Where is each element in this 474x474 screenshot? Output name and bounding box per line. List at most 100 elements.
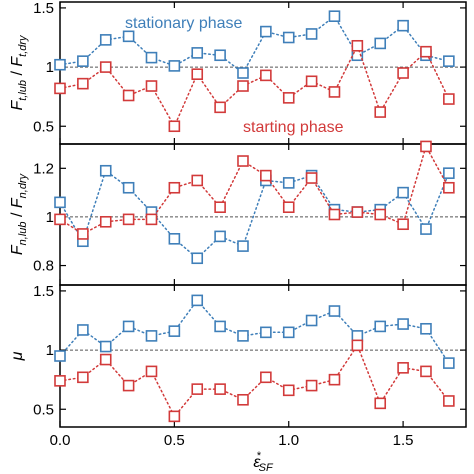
data-point-starting: [214, 201, 226, 214]
data-point-stationary: [77, 324, 89, 336]
x-axis-label: ε* SF: [253, 450, 274, 474]
data-point-stationary: [237, 67, 249, 79]
series-stationary: [54, 164, 455, 265]
data-point-starting: [328, 208, 341, 221]
data-point-starting: [328, 86, 341, 98]
data-point-starting: [237, 393, 249, 406]
series-line-starting: [59, 144, 450, 235]
data-point-starting: [77, 371, 89, 384]
data-point-starting: [351, 206, 364, 218]
data-point-starting: [305, 172, 318, 184]
data-point-stationary: [443, 55, 455, 67]
data-point-starting: [305, 379, 318, 392]
y-axis-label: μ: [9, 351, 26, 361]
data-point-starting: [260, 371, 272, 384]
data-point-starting: [420, 365, 432, 378]
y-tick-label: 1: [46, 59, 54, 76]
data-point-stationary: [374, 320, 387, 333]
data-point-stationary: [54, 58, 66, 71]
y-tick-label: 1: [46, 209, 54, 226]
data-point-starting: [122, 89, 135, 102]
plot-frame: [59, 284, 467, 428]
data-point-starting: [54, 213, 66, 226]
annotation-starting: starting phase: [243, 119, 344, 136]
data-point-stationary: [260, 25, 272, 38]
data-point-stationary: [191, 294, 204, 307]
data-point-stationary: [168, 60, 181, 72]
data-point-starting: [191, 174, 204, 187]
data-point-starting: [214, 101, 226, 114]
y-tick-label: 0.5: [33, 118, 54, 135]
data-point-starting: [282, 201, 295, 214]
y-tick-label: 1.2: [33, 160, 54, 177]
data-point-starting: [77, 228, 89, 240]
data-point-starting: [54, 82, 66, 95]
data-point-starting: [374, 106, 387, 118]
y-tick-label: 0.8: [33, 258, 54, 275]
data-point-stationary: [282, 31, 295, 44]
data-point-stationary: [122, 320, 135, 333]
data-point-stationary: [282, 326, 295, 339]
data-point-starting: [397, 362, 409, 374]
data-point-stationary: [397, 186, 409, 199]
data-point-starting: [237, 155, 249, 167]
data-point-stationary: [237, 330, 249, 342]
data-point-starting: [145, 213, 158, 226]
data-point-starting: [443, 181, 455, 194]
data-point-stationary: [351, 330, 364, 342]
data-point-stationary: [145, 330, 158, 342]
data-point-starting: [191, 383, 204, 395]
data-point-starting: [420, 45, 432, 58]
data-point-stationary: [54, 196, 66, 209]
data-point-stationary: [305, 314, 318, 327]
plot-frame: [59, 143, 467, 286]
data-point-starting: [145, 365, 158, 378]
x-tick-label: 1.0: [278, 432, 299, 449]
data-point-stationary: [397, 318, 409, 330]
series-line-starting: [59, 43, 450, 128]
series-starting: [54, 39, 455, 133]
data-point-starting: [122, 379, 135, 392]
data-point-starting: [374, 208, 387, 221]
data-point-stationary: [374, 37, 387, 50]
y-tick-label: 1: [46, 342, 54, 359]
data-point-stationary: [282, 177, 295, 189]
data-point-starting: [397, 67, 409, 79]
data-point-stationary: [443, 167, 455, 179]
data-point-starting: [305, 75, 318, 88]
data-point-starting: [168, 410, 181, 423]
data-point-starting: [420, 140, 432, 153]
data-point-stationary: [443, 357, 455, 369]
data-point-stationary: [328, 305, 341, 317]
data-point-starting: [443, 395, 455, 407]
data-point-starting: [351, 39, 364, 52]
data-point-stationary: [420, 322, 432, 335]
data-point-starting: [374, 397, 387, 410]
data-point-starting: [99, 215, 112, 228]
data-point-stationary: [305, 28, 318, 40]
data-point-stationary: [122, 181, 135, 194]
data-point-stationary: [328, 10, 341, 22]
series-starting: [54, 140, 455, 240]
y-tick-label: 0.5: [33, 401, 54, 418]
data-point-starting: [77, 77, 89, 90]
panel-normal-force-ratio: 0.8 1 1.2Fn,lub / Fn,dry: [9, 140, 467, 286]
data-point-starting: [168, 181, 181, 194]
data-point-starting: [328, 373, 341, 386]
data-point-stationary: [191, 47, 204, 59]
data-point-starting: [282, 92, 295, 104]
panel-tangential-force-ratio: 0.5 1 1.5Ft,lub / Ft,dry stationary phase st…: [9, 0, 467, 145]
data-point-starting: [168, 120, 181, 133]
data-point-starting: [397, 218, 409, 231]
series-starting: [54, 339, 455, 423]
data-point-starting: [237, 80, 249, 92]
data-point-stationary: [54, 350, 66, 362]
data-point-starting: [443, 93, 455, 105]
x-tick-label: 0.0: [50, 432, 71, 449]
data-point-stationary: [260, 326, 272, 339]
data-point-starting: [99, 353, 112, 366]
series-line-starting: [59, 343, 450, 418]
data-point-stationary: [168, 233, 181, 245]
shared-x-axis: 0.0 0.5 1.0 1.5 ε* SF: [50, 432, 414, 474]
series-stationary: [54, 294, 455, 369]
